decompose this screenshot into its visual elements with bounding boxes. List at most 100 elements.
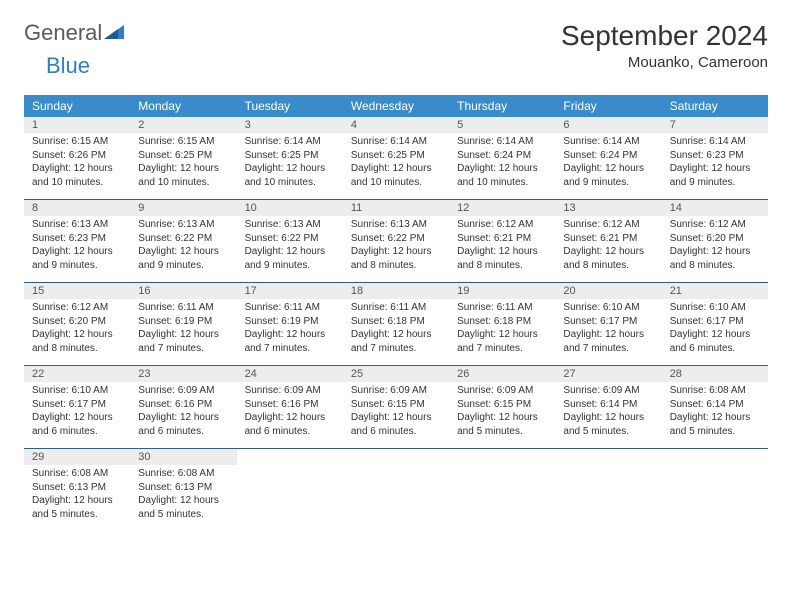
day-detail-row: Sunrise: 6:10 AMSunset: 6:17 PMDaylight:… <box>24 382 768 449</box>
day-number-cell: 6 <box>555 117 661 133</box>
sunrise-text: Sunrise: 6:08 AM <box>670 384 760 398</box>
day-detail-cell: Sunrise: 6:14 AMSunset: 6:24 PMDaylight:… <box>449 133 555 200</box>
day-number-cell <box>237 449 343 466</box>
day-detail-cell: Sunrise: 6:12 AMSunset: 6:21 PMDaylight:… <box>449 216 555 283</box>
day-detail-cell: Sunrise: 6:13 AMSunset: 6:22 PMDaylight:… <box>130 216 236 283</box>
sunset-text: Sunset: 6:17 PM <box>563 315 653 329</box>
day-number-cell <box>449 449 555 466</box>
daylight-text-2: and 6 minutes. <box>245 425 335 439</box>
sunrise-text: Sunrise: 6:10 AM <box>563 301 653 315</box>
logo-text-general: General <box>24 20 102 46</box>
sunrise-text: Sunrise: 6:14 AM <box>351 135 441 149</box>
sunset-text: Sunset: 6:14 PM <box>563 398 653 412</box>
daylight-text-1: Daylight: 12 hours <box>563 411 653 425</box>
day-detail-cell: Sunrise: 6:13 AMSunset: 6:22 PMDaylight:… <box>343 216 449 283</box>
day-number-cell: 9 <box>130 200 236 217</box>
sunrise-text: Sunrise: 6:09 AM <box>563 384 653 398</box>
day-detail-cell: Sunrise: 6:14 AMSunset: 6:25 PMDaylight:… <box>237 133 343 200</box>
sunrise-text: Sunrise: 6:13 AM <box>245 218 335 232</box>
sunrise-text: Sunrise: 6:11 AM <box>245 301 335 315</box>
daylight-text-2: and 5 minutes. <box>670 425 760 439</box>
day-detail-cell: Sunrise: 6:09 AMSunset: 6:16 PMDaylight:… <box>130 382 236 449</box>
sunrise-text: Sunrise: 6:13 AM <box>32 218 122 232</box>
sunrise-text: Sunrise: 6:12 AM <box>457 218 547 232</box>
sunset-text: Sunset: 6:15 PM <box>351 398 441 412</box>
sunset-text: Sunset: 6:25 PM <box>351 149 441 163</box>
day-number-cell: 16 <box>130 283 236 300</box>
day-detail-cell: Sunrise: 6:12 AMSunset: 6:20 PMDaylight:… <box>662 216 768 283</box>
sunset-text: Sunset: 6:13 PM <box>32 481 122 495</box>
daylight-text-1: Daylight: 12 hours <box>670 411 760 425</box>
sunset-text: Sunset: 6:25 PM <box>245 149 335 163</box>
daylight-text-1: Daylight: 12 hours <box>351 411 441 425</box>
daylight-text-2: and 5 minutes. <box>563 425 653 439</box>
daylight-text-2: and 6 minutes. <box>138 425 228 439</box>
day-number-cell: 23 <box>130 366 236 383</box>
daylight-text-1: Daylight: 12 hours <box>138 494 228 508</box>
daylight-text-2: and 10 minutes. <box>457 176 547 190</box>
day-detail-cell: Sunrise: 6:15 AMSunset: 6:25 PMDaylight:… <box>130 133 236 200</box>
sunrise-text: Sunrise: 6:12 AM <box>32 301 122 315</box>
day-number-cell: 8 <box>24 200 130 217</box>
day-detail-cell <box>662 465 768 531</box>
day-number-cell: 7 <box>662 117 768 133</box>
day-detail-row: Sunrise: 6:08 AMSunset: 6:13 PMDaylight:… <box>24 465 768 531</box>
daylight-text-2: and 9 minutes. <box>670 176 760 190</box>
day-detail-cell <box>237 465 343 531</box>
daylight-text-2: and 10 minutes. <box>138 176 228 190</box>
daylight-text-2: and 6 minutes. <box>351 425 441 439</box>
day-number-cell: 27 <box>555 366 661 383</box>
sunrise-text: Sunrise: 6:14 AM <box>457 135 547 149</box>
daylight-text-1: Daylight: 12 hours <box>32 411 122 425</box>
daylight-text-1: Daylight: 12 hours <box>563 162 653 176</box>
day-detail-cell: Sunrise: 6:09 AMSunset: 6:14 PMDaylight:… <box>555 382 661 449</box>
daylight-text-1: Daylight: 12 hours <box>32 162 122 176</box>
sunrise-text: Sunrise: 6:10 AM <box>670 301 760 315</box>
daylight-text-1: Daylight: 12 hours <box>245 245 335 259</box>
weekday-header: Sunday <box>24 95 130 117</box>
daylight-text-2: and 10 minutes. <box>245 176 335 190</box>
sunrise-text: Sunrise: 6:11 AM <box>138 301 228 315</box>
weekday-header: Saturday <box>662 95 768 117</box>
sunrise-text: Sunrise: 6:09 AM <box>245 384 335 398</box>
sunset-text: Sunset: 6:16 PM <box>138 398 228 412</box>
sunset-text: Sunset: 6:20 PM <box>670 232 760 246</box>
sunrise-text: Sunrise: 6:10 AM <box>32 384 122 398</box>
day-number-cell: 28 <box>662 366 768 383</box>
daylight-text-2: and 6 minutes. <box>32 425 122 439</box>
daylight-text-1: Daylight: 12 hours <box>351 162 441 176</box>
calendar-table: Sunday Monday Tuesday Wednesday Thursday… <box>24 95 768 531</box>
day-number-cell: 13 <box>555 200 661 217</box>
daylight-text-1: Daylight: 12 hours <box>138 328 228 342</box>
sunset-text: Sunset: 6:18 PM <box>351 315 441 329</box>
sunset-text: Sunset: 6:17 PM <box>32 398 122 412</box>
day-detail-cell: Sunrise: 6:10 AMSunset: 6:17 PMDaylight:… <box>24 382 130 449</box>
day-number-cell <box>662 449 768 466</box>
day-detail-row: Sunrise: 6:15 AMSunset: 6:26 PMDaylight:… <box>24 133 768 200</box>
day-number-cell: 2 <box>130 117 236 133</box>
day-number-cell: 18 <box>343 283 449 300</box>
day-number-cell: 29 <box>24 449 130 466</box>
sunset-text: Sunset: 6:16 PM <box>245 398 335 412</box>
daylight-text-1: Daylight: 12 hours <box>670 328 760 342</box>
daylight-text-2: and 10 minutes. <box>32 176 122 190</box>
daylight-text-1: Daylight: 12 hours <box>457 162 547 176</box>
daylight-text-1: Daylight: 12 hours <box>670 162 760 176</box>
sunrise-text: Sunrise: 6:13 AM <box>351 218 441 232</box>
sunrise-text: Sunrise: 6:15 AM <box>138 135 228 149</box>
day-detail-cell: Sunrise: 6:09 AMSunset: 6:15 PMDaylight:… <box>343 382 449 449</box>
daylight-text-2: and 9 minutes. <box>138 259 228 273</box>
daylight-text-2: and 8 minutes. <box>457 259 547 273</box>
daylight-text-2: and 9 minutes. <box>245 259 335 273</box>
day-detail-cell: Sunrise: 6:14 AMSunset: 6:24 PMDaylight:… <box>555 133 661 200</box>
sunset-text: Sunset: 6:19 PM <box>138 315 228 329</box>
day-detail-cell: Sunrise: 6:15 AMSunset: 6:26 PMDaylight:… <box>24 133 130 200</box>
weekday-header-row: Sunday Monday Tuesday Wednesday Thursday… <box>24 95 768 117</box>
daylight-text-2: and 7 minutes. <box>351 342 441 356</box>
day-detail-cell <box>449 465 555 531</box>
day-detail-cell: Sunrise: 6:09 AMSunset: 6:16 PMDaylight:… <box>237 382 343 449</box>
sunset-text: Sunset: 6:19 PM <box>245 315 335 329</box>
day-number-cell: 3 <box>237 117 343 133</box>
weekday-header: Thursday <box>449 95 555 117</box>
day-number-cell: 10 <box>237 200 343 217</box>
